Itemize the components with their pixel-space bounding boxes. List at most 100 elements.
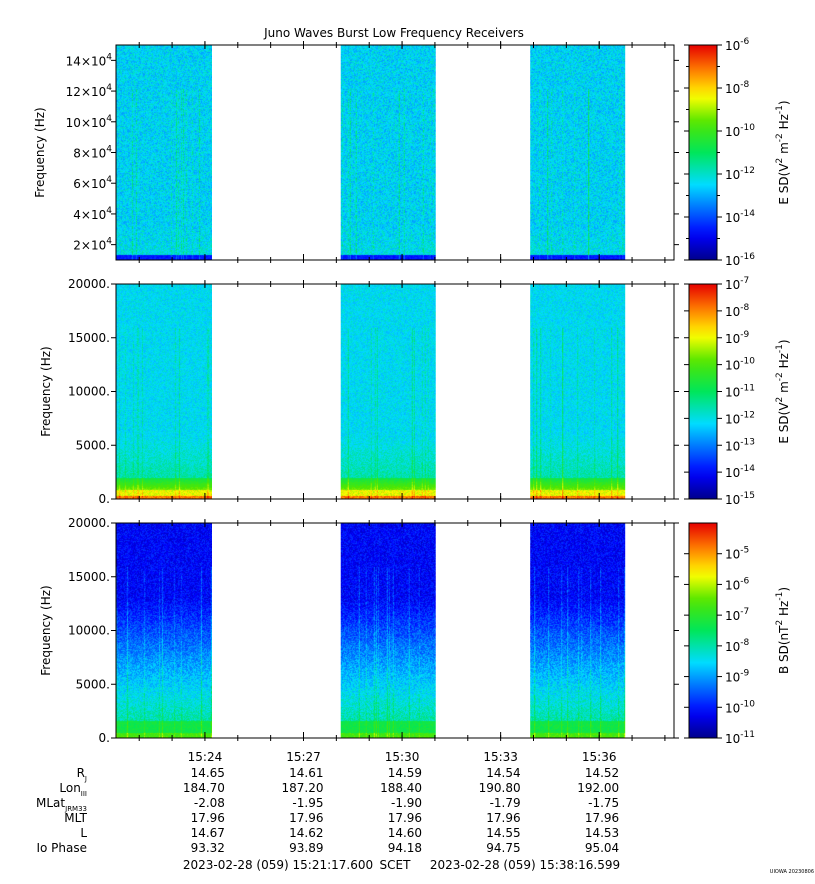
footer-start-time: 2023-02-28 (059) 15:21:17.600 [183, 858, 373, 872]
colorbar-tick-label: 10-9 [725, 669, 750, 685]
ephemeris-value: 93.32 [191, 841, 225, 855]
ephemeris-value: 192.00 [577, 781, 619, 795]
y-axis-label: Frequency (Hz) [39, 346, 53, 437]
ephemeris-value: 14.60 [388, 826, 422, 840]
colorbar-label: E SD(V2 m-2 Hz-1) [775, 100, 791, 204]
y-tick-label: 15000. [68, 570, 110, 584]
ephemeris-value: 14.53 [585, 826, 619, 840]
panel-3: 0. 5000. 10000. 15000. 20000. Frequency (Hz) 1… [39, 516, 791, 746]
ephemeris-value: 184.70 [183, 781, 225, 795]
colorbar [688, 522, 718, 739]
colorbar-tick-label: 10-11 [725, 384, 755, 400]
colorbar-tick-label: 10-14 [725, 464, 755, 480]
colorbar-tick-label: 10-10 [725, 699, 755, 715]
x-tick-label: 15:24 [188, 750, 223, 764]
y-tick-label: 10000. [68, 385, 110, 399]
ephemeris-value: 14.52 [585, 766, 619, 780]
ephemeris-value: 95.04 [585, 841, 619, 855]
credit-stamp: UIOWA 20230806 [770, 869, 814, 875]
colorbar-tick-label: 10-8 [725, 303, 750, 319]
y-tick-label: 10000. [68, 624, 110, 638]
y-tick-label: 8×104 [73, 145, 112, 161]
spectrogram-block-2 [340, 45, 436, 260]
colorbar-tick-label: 10-10 [725, 123, 755, 139]
x-tick-label: 15:36 [582, 750, 617, 764]
y-tick-label: 10×104 [66, 114, 113, 130]
ephemeris-value: 14.55 [486, 826, 520, 840]
ephemeris-row-label: MLT [64, 811, 87, 825]
colorbar-tick-label: 10-6 [725, 37, 750, 53]
y-axis-label: Frequency (Hz) [33, 107, 47, 198]
spectrogram-block-3 [530, 45, 626, 260]
ephemeris-value: -1.90 [391, 796, 422, 810]
ephemeris-row-label: Io Phase [36, 841, 87, 855]
y-axis-label: Frequency (Hz) [39, 585, 53, 676]
spectrogram-block-2 [340, 284, 436, 499]
ephemeris-value: 93.89 [289, 841, 323, 855]
colorbar-tick-label: 10-14 [725, 209, 755, 225]
ephemeris-value: 17.96 [289, 811, 323, 825]
ephemeris-value: 187.20 [281, 781, 323, 795]
colorbar-tick-label: 10-8 [725, 80, 750, 96]
colorbar-tick-label: 10-16 [725, 252, 755, 268]
y-tick-label: 0. [99, 731, 110, 745]
colorbar-tick-label: 10-7 [725, 607, 749, 623]
ephemeris-value: 190.80 [479, 781, 521, 795]
panel-1: 2×104 4×104 6×104 8×104 10×104 12×104 14×104 Fr… [33, 37, 791, 268]
y-tick-label: 20000. [68, 516, 110, 530]
ephemeris-row-label: MLatJRM33 [36, 796, 87, 813]
ephemeris-value: 94.75 [486, 841, 520, 855]
ephemeris-value: 14.62 [289, 826, 323, 840]
footer-axis-label: SCET [380, 858, 412, 872]
y-tick-label: 5000. [76, 438, 110, 452]
colorbar [688, 44, 718, 261]
colorbar-tick-label: 10-11 [725, 730, 755, 746]
colorbar-tick-label: 10-7 [725, 276, 749, 292]
y-tick-label: 4×104 [73, 206, 112, 222]
ephemeris-value: 17.96 [388, 811, 422, 825]
ephemeris-row-label: L [80, 826, 87, 840]
ephemeris-row-label: RJ [77, 766, 87, 783]
ephemeris-value: 14.65 [191, 766, 225, 780]
y-tick-label: 12×104 [66, 83, 113, 99]
y-tick-label: 0. [99, 492, 110, 506]
spectrogram-block-1 [116, 45, 212, 260]
ephemeris-value: 14.54 [486, 766, 520, 780]
colorbar-tick-label: 10-10 [725, 357, 755, 373]
spectrogram-block-1 [116, 523, 212, 738]
ephemeris-table: 15:24 15:27 15:30 15:33 15:36 RJ 14.65 14.61 14.… [36, 750, 619, 855]
colorbar-tick-label: 10-15 [725, 491, 755, 507]
ephemeris-value: 17.96 [191, 811, 225, 825]
ephemeris-value: 14.67 [191, 826, 225, 840]
ephemeris-value: -2.08 [194, 796, 225, 810]
spectrogram-block-1 [116, 284, 212, 499]
y-tick-label: 20000. [68, 277, 110, 291]
colorbar [688, 283, 718, 500]
spectrogram-block-3 [530, 284, 626, 499]
colorbar-tick-label: 10-8 [725, 638, 750, 654]
footer-end-time: 2023-02-28 (059) 15:38:16.599 [430, 858, 620, 872]
x-tick-label: 15:33 [483, 750, 518, 764]
colorbar-tick-label: 10-6 [725, 576, 750, 592]
ephemeris-value: -1.95 [292, 796, 323, 810]
ephemeris-value: 14.61 [289, 766, 323, 780]
x-tick-label: 15:30 [385, 750, 420, 764]
ephemeris-value: -1.75 [588, 796, 619, 810]
ephemeris-value: 14.59 [388, 766, 422, 780]
y-tick-label: 15000. [68, 331, 110, 345]
ephemeris-value: 94.18 [388, 841, 422, 855]
ephemeris-value: 17.96 [486, 811, 520, 825]
chart-title: Juno Waves Burst Low Frequency Receivers [263, 26, 524, 40]
colorbar-label: B SD(nT2 Hz-1) [775, 587, 791, 674]
y-tick-label: 6×104 [73, 175, 112, 191]
ephemeris-value: 17.96 [585, 811, 619, 825]
ephemeris-row-label: LonIII [59, 781, 87, 798]
spectrogram-block-3 [530, 523, 626, 738]
panel-2: 0. 5000. 10000. 15000. 20000. Frequency (Hz) 1… [39, 276, 791, 507]
y-tick-label: 2×104 [73, 237, 112, 253]
x-tick-label: 15:27 [286, 750, 321, 764]
colorbar-tick-label: 10-12 [725, 410, 755, 426]
colorbar-tick-label: 10-9 [725, 330, 750, 346]
colorbar-tick-label: 10-12 [725, 166, 755, 182]
